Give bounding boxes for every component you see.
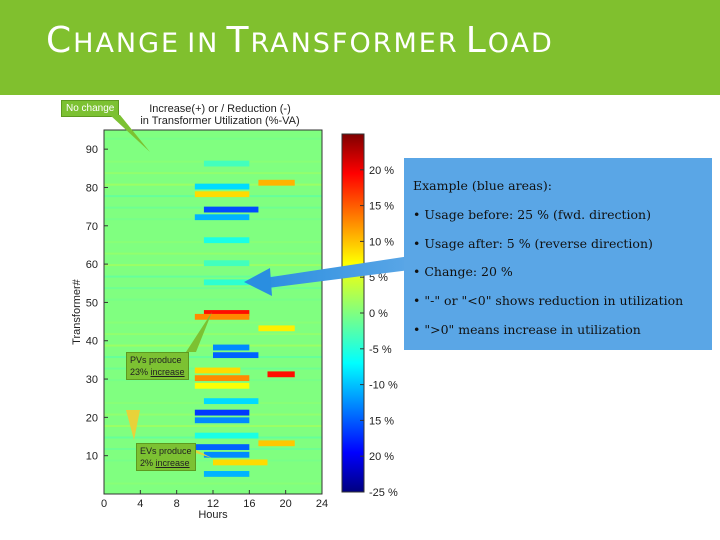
background-stripe: [104, 425, 322, 428]
heatmap-band: [194, 183, 250, 190]
heatmap-bands: [194, 160, 295, 477]
heatmap-band: [194, 417, 250, 424]
colorbar-tick-label: 10 %: [369, 236, 394, 248]
heatmap-band: [203, 206, 259, 213]
heatmap-band: [213, 352, 259, 359]
colorbar-tick-label: 0 %: [369, 308, 388, 320]
x-tick-label: 8: [174, 498, 180, 510]
x-axis-label: Hours: [198, 509, 228, 521]
x-tick-label: 20: [280, 498, 292, 510]
x-tick-label: 16: [243, 498, 255, 510]
axes: 0 4 8 12 16 20 24 10 20 30 40 50 60 70 80 90 Hours Transf…: [71, 129, 328, 521]
background-stripe: [104, 321, 322, 324]
y-tick-label: 90: [86, 144, 98, 156]
info-heading: Example (blue areas):: [413, 178, 552, 193]
heatmap-band: [194, 367, 241, 374]
heatmap-band: [194, 375, 250, 382]
x-tick-label: 0: [101, 498, 107, 510]
info-bullet: • "-" or "<0" shows reduction in utiliza…: [413, 293, 684, 308]
y-tick-label: 40: [86, 336, 98, 348]
x-tick-label: 12: [207, 498, 219, 510]
chart-title-line1: Increase(+) or / Reduction (-): [149, 103, 291, 115]
background-stripe: [104, 149, 322, 152]
colorbar-tick-label: 15 %: [369, 201, 394, 213]
heatmap-band: [267, 371, 295, 378]
colorbar-tick-label: -10 %: [369, 380, 398, 392]
y-tick-label: 20: [86, 412, 98, 424]
heatmap-band: [203, 471, 250, 477]
y-tick-label: 80: [86, 182, 98, 194]
heatmap-band: [213, 459, 268, 466]
x-tick-label: 24: [316, 498, 328, 510]
background-stripe: [104, 390, 322, 393]
heatmap-band: [258, 440, 295, 447]
heatmap-band: [194, 191, 250, 198]
y-tick-label: 30: [86, 374, 98, 386]
background-stripe: [104, 137, 322, 140]
colorbar-tick-label: -5 %: [369, 344, 392, 356]
colorbar-tick-label: 5 %: [369, 272, 388, 284]
background-stripe: [104, 333, 322, 336]
x-tick-label: 4: [137, 498, 143, 510]
callout-no-change: No change: [61, 100, 120, 117]
heatmap-band: [258, 179, 295, 186]
pv-line1: PVs produce: [130, 355, 182, 365]
background-stripe: [104, 275, 322, 278]
heatmap-band: [203, 451, 250, 458]
heatmap-band: [194, 409, 250, 416]
background-stripe: [104, 287, 322, 290]
heatmap-band: [258, 325, 295, 332]
heatmap-band: [203, 310, 250, 316]
ev-line1: EVs produce: [140, 446, 192, 456]
background-stripe: [104, 172, 322, 175]
heatmap-band: [194, 382, 250, 389]
chart-title: Increase(+) or / Reduction (-) in Transf…: [130, 103, 310, 127]
background-stripe: [104, 298, 322, 301]
heatmap-band: [203, 398, 259, 405]
heatmap-band: [203, 279, 250, 286]
y-tick-label: 10: [86, 451, 98, 463]
title-bar: [0, 0, 720, 95]
colorbar-tick-label: -25 %: [369, 487, 398, 499]
heatmap-band: [203, 237, 250, 244]
colorbar-tick-label: 20 %: [369, 451, 394, 463]
info-bullet: • Change: 20 %: [413, 264, 513, 279]
background-stripe: [104, 482, 322, 485]
heatmap-band: [203, 260, 250, 267]
y-tick-label: 70: [86, 221, 98, 233]
heatmap-band: [194, 313, 250, 320]
heatmap-band: [194, 444, 250, 451]
heatmap-band: [203, 160, 250, 167]
callout-pv: PVs produce 23% increase: [126, 352, 189, 380]
y-axis-label: Transformer#: [71, 278, 83, 344]
info-bullet: • ">0" means increase in utilization: [413, 322, 641, 337]
y-tick-label: 50: [86, 297, 98, 309]
colorbar: 20 % 15 % 10 % 5 % 0 % -5 % -10 % 15 % 20 % -25 %: [341, 133, 398, 499]
slide-title: CHANGE IN TRANSFORMER LOAD: [46, 20, 554, 61]
background-stripe: [104, 229, 322, 232]
heatmap-band: [194, 432, 259, 439]
info-bullet: • Usage after: 5 % (reverse direction): [413, 236, 653, 251]
ev-line2: 2% increase: [140, 458, 190, 468]
colorbar-tick-label: 15 %: [369, 415, 394, 427]
heatmap-band: [194, 214, 250, 221]
background-stripe: [104, 252, 322, 255]
y-tick-label: 60: [86, 259, 98, 271]
info-bullet: • Usage before: 25 % (fwd. direction): [413, 207, 651, 222]
info-box: Example (blue areas): • Usage before: 25…: [404, 158, 712, 350]
pv-line2: 23% increase: [130, 367, 185, 377]
chart-title-line2: in Transformer Utilization (%-VA): [140, 115, 300, 127]
heatmap-band: [213, 344, 250, 351]
callout-ev: EVs produce 2% increase: [136, 443, 196, 471]
colorbar-tick-label: 20 %: [369, 165, 394, 177]
